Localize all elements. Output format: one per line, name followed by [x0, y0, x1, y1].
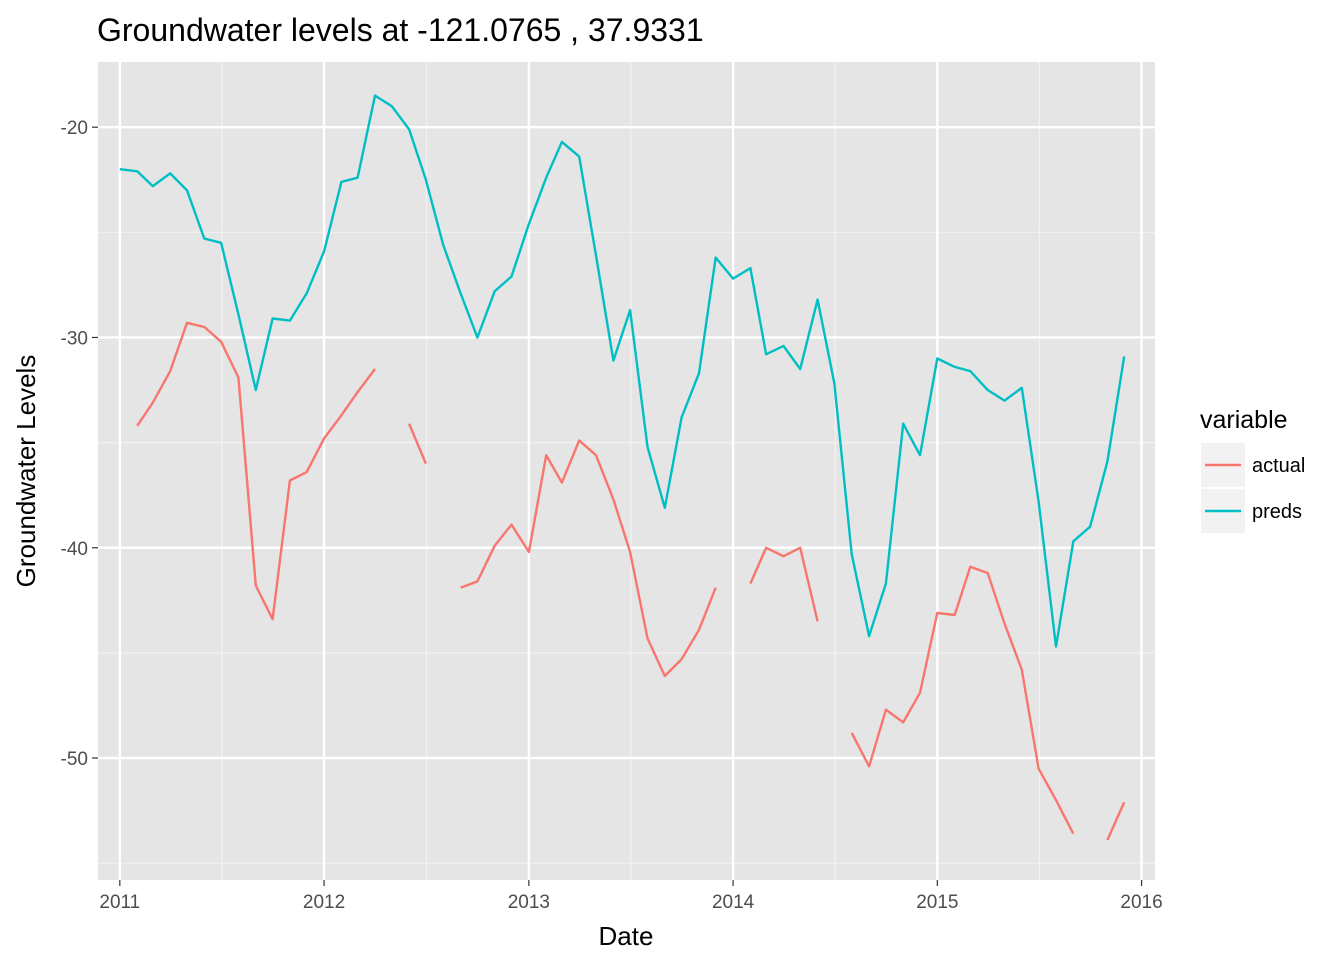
- series-line-preds: [119, 94, 1126, 648]
- legend-entries: actual preds: [1201, 443, 1305, 533]
- x-tick-label: 2016: [1120, 892, 1162, 913]
- major-gridlines: [98, 62, 1155, 880]
- x-axis-title: Date: [599, 921, 654, 951]
- y-axis-title: Groundwater Levels: [11, 355, 41, 588]
- y-tick-label: -50: [61, 749, 88, 770]
- plot-panel: [98, 62, 1155, 880]
- legend-title: variable: [1200, 406, 1288, 434]
- x-axis-ticks: 2011 2012 2013 2014 2015 2016: [99, 880, 1163, 913]
- chart-title: Groundwater levels at -121.0765 , 37.933…: [97, 12, 704, 48]
- y-tick-label: -20: [61, 118, 88, 139]
- series-lines: [119, 94, 1126, 841]
- legend-label-preds: preds: [1252, 501, 1302, 523]
- x-tick-label: 2015: [916, 892, 958, 913]
- legend: variable actual preds: [1200, 406, 1305, 533]
- minor-gridlines: [98, 62, 1155, 880]
- x-tick-label: 2013: [508, 892, 550, 913]
- x-tick-label: 2012: [303, 892, 345, 913]
- y-tick-label: -40: [61, 539, 88, 560]
- y-axis-ticks: -20 -30 -40 -50: [61, 118, 98, 770]
- legend-label-actual: actual: [1252, 455, 1305, 477]
- y-tick-label: -30: [61, 328, 88, 349]
- x-tick-label: 2011: [99, 892, 140, 913]
- x-tick-label: 2014: [712, 892, 755, 913]
- series-line-actual: [136, 321, 1126, 841]
